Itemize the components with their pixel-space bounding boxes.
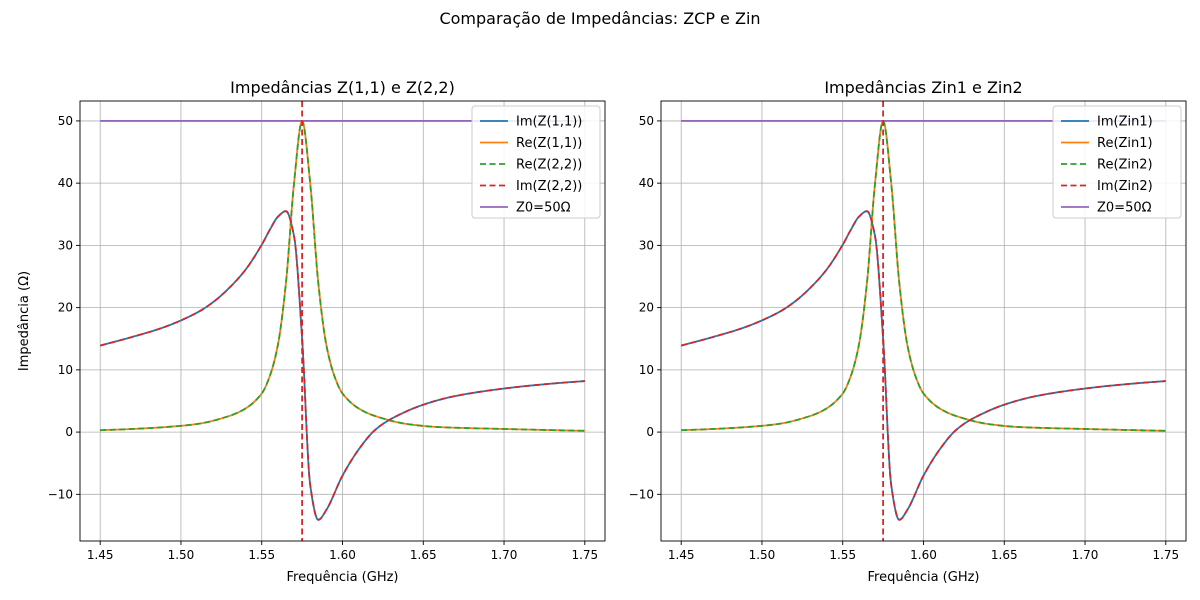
legend: Im(Z(1,1)) Re(Z(1,1)) Re(Z(2,2)) Im(Z(2,2))… xyxy=(471,105,601,219)
x-axis-label: Frequência (GHz) xyxy=(287,570,399,585)
series-line-im-zin2- xyxy=(680,210,1166,521)
x-tick-label: 1.60 xyxy=(910,548,937,562)
x-tick-label: 1.50 xyxy=(749,548,776,562)
y-tick-label: 10 xyxy=(639,363,654,377)
legend-label: Re(Zin1) xyxy=(1097,136,1153,151)
chart-right: 1.45 1.50 1.55 1.60 1.65 1.70 1.75 −10 0 10 20 30 40… xyxy=(629,78,1187,585)
legend-label: Im(Z(1,1)) xyxy=(516,115,582,130)
y-tick-label: 20 xyxy=(639,301,654,315)
chart-title: Impedâncias Zin1 e Zin2 xyxy=(824,78,1022,97)
x-tick-label: 1.60 xyxy=(329,548,356,562)
x-tick-label: 1.45 xyxy=(668,548,695,562)
x-tick-label: 1.70 xyxy=(491,548,518,562)
series-line-re-z-2-2- xyxy=(100,120,585,432)
legend-label: Im(Zin1) xyxy=(1097,115,1153,130)
figure-suptitle: Comparação de Impedâncias: ZCP e Zin xyxy=(439,9,761,28)
x-tick-label: 1.55 xyxy=(248,548,275,562)
y-tick-label: 10 xyxy=(58,363,73,377)
y-tick-label: −10 xyxy=(48,487,73,501)
legend-label: Z0=50Ω xyxy=(516,201,571,216)
x-tick-label: 1.65 xyxy=(991,548,1018,562)
x-tick-label: 1.75 xyxy=(1152,548,1179,562)
x-tick-label: 1.65 xyxy=(410,548,437,562)
legend-box xyxy=(1052,105,1182,219)
y-tick-label: 30 xyxy=(58,238,73,252)
y-tick-label: −10 xyxy=(629,487,654,501)
plot-area xyxy=(680,101,1166,541)
series-line-re-zin2- xyxy=(681,120,1166,432)
chart-left: 1.45 1.50 1.55 1.60 1.65 1.70 1.75 −10 0 10 20 30 40… xyxy=(17,78,606,585)
y-tick-label: 0 xyxy=(65,425,73,439)
y-tick-label: 20 xyxy=(58,301,73,315)
x-tick-label: 1.45 xyxy=(87,548,114,562)
plot-area xyxy=(99,101,585,541)
legend-label: Im(Zin2) xyxy=(1097,179,1153,194)
legend: Im(Zin1) Re(Zin1) Re(Zin2) Im(Zin2) Z0=50Ω xyxy=(1052,105,1182,219)
legend-label: Re(Z(1,1)) xyxy=(516,136,582,151)
grid xyxy=(80,101,605,541)
x-tick-label: 1.55 xyxy=(829,548,856,562)
legend-label: Re(Z(2,2)) xyxy=(516,158,582,173)
y-tick-label: 40 xyxy=(639,176,654,190)
x-axis-label: Frequência (GHz) xyxy=(868,570,980,585)
y-axis-label: Impedância (Ω) xyxy=(17,271,32,371)
legend-box xyxy=(471,105,601,219)
y-tick-label: 30 xyxy=(639,238,654,252)
legend-label: Z0=50Ω xyxy=(1097,201,1152,216)
legend-label: Re(Zin2) xyxy=(1097,158,1153,173)
y-tick-label: 50 xyxy=(58,114,73,128)
x-tick-label: 1.70 xyxy=(1072,548,1099,562)
y-tick-label: 0 xyxy=(646,425,654,439)
x-tick-label: 1.50 xyxy=(168,548,195,562)
y-tick-label: 40 xyxy=(58,176,73,190)
legend-label: Im(Z(2,2)) xyxy=(516,179,582,194)
chart-title: Impedâncias Z(1,1) e Z(2,2) xyxy=(230,78,455,97)
series-line-im-z-2-2- xyxy=(99,210,585,521)
y-tick-label: 50 xyxy=(639,114,654,128)
x-tick-label: 1.75 xyxy=(571,548,598,562)
